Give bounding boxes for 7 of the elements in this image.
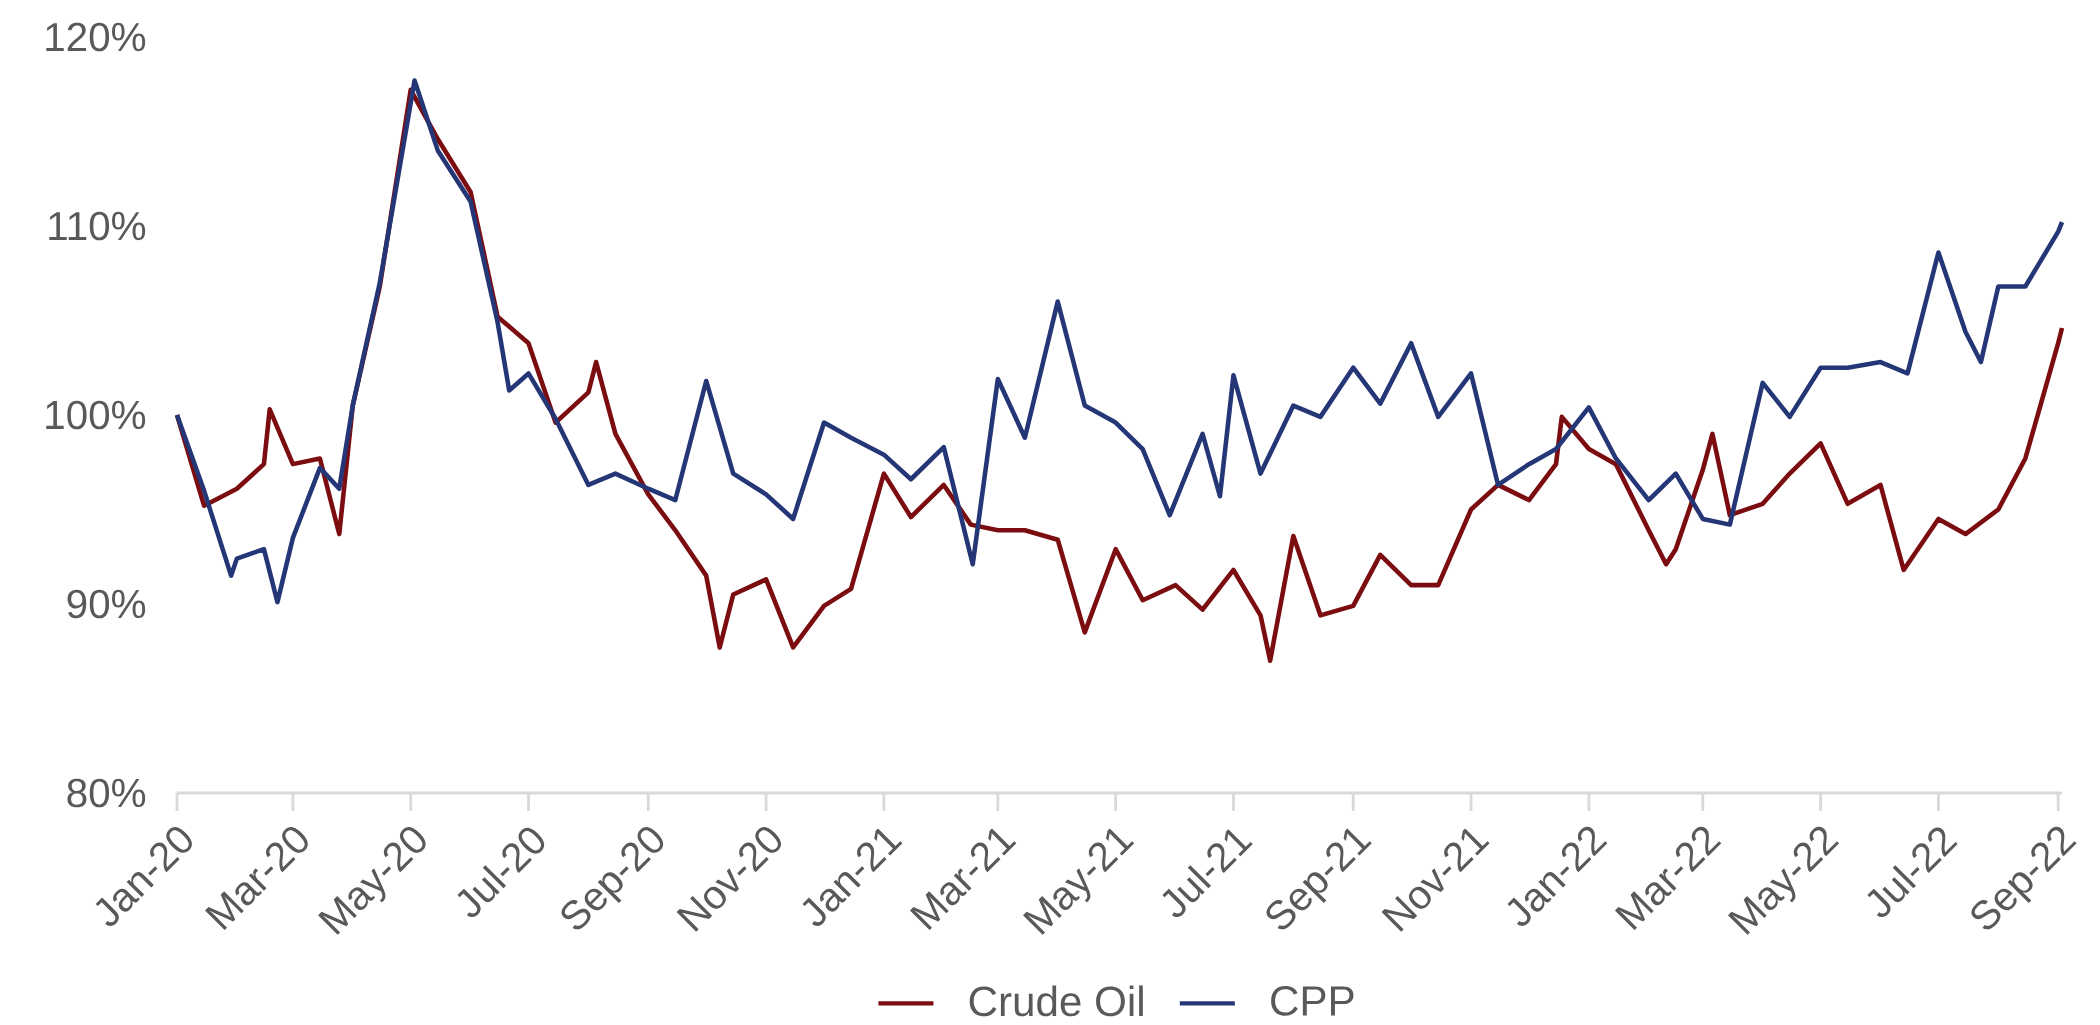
y-tick-label: 90% xyxy=(67,589,146,619)
y-tick-label: 110% xyxy=(49,211,146,241)
y-tick-label: 80% xyxy=(67,778,146,808)
y-tick-label: 120% xyxy=(46,22,146,52)
y-tick-label: 100% xyxy=(46,400,146,430)
legend-label: Crude Oil xyxy=(969,985,1143,1017)
legend-label: CPP xyxy=(1271,985,1354,1016)
